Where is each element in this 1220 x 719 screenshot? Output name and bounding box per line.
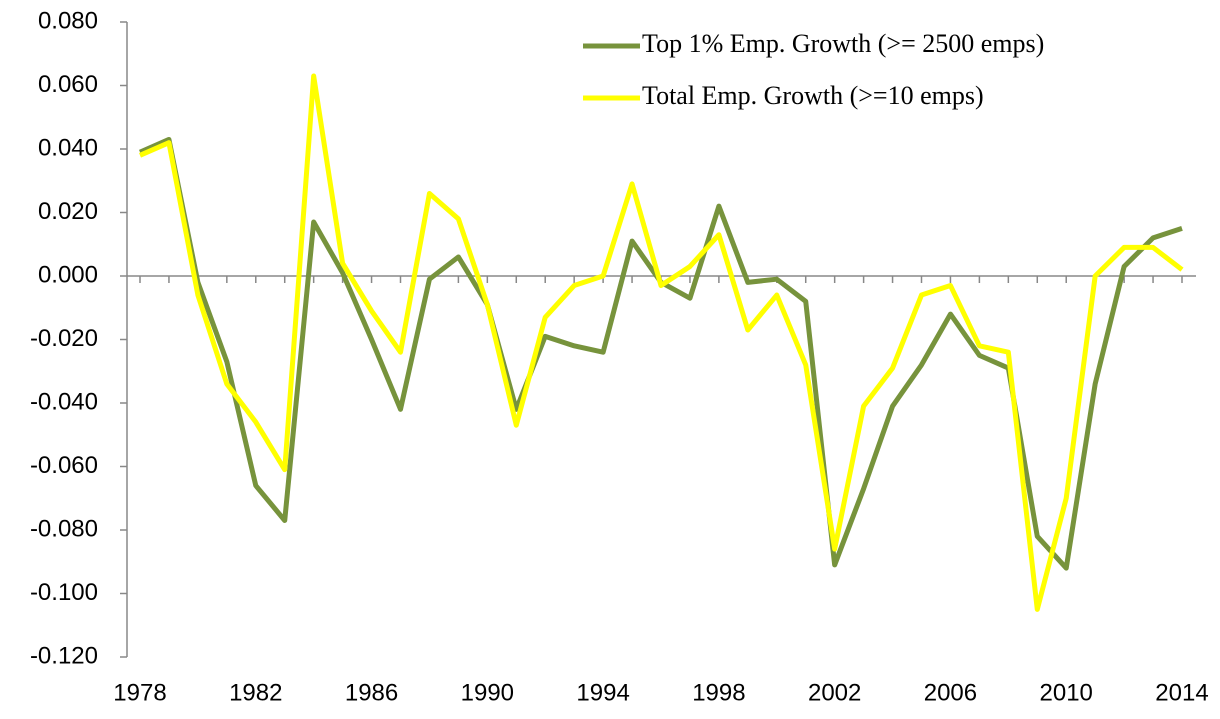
x-tick-label: 1998	[692, 679, 745, 706]
x-tick-label: 2014	[1155, 679, 1208, 706]
y-tick-label: -0.120	[30, 642, 98, 669]
series-line	[138, 73, 1184, 612]
y-tick-label: 0.060	[38, 71, 98, 98]
x-tick-label: 2010	[1040, 679, 1093, 706]
y-tick-label: -0.100	[30, 579, 98, 606]
y-tick-label: -0.080	[30, 515, 98, 542]
x-tick-label: 2006	[924, 679, 977, 706]
x-tick-label: 2002	[808, 679, 861, 706]
y-tick-label: 0.020	[38, 198, 98, 225]
y-tick-label: -0.040	[30, 388, 98, 415]
x-tick-label: 1978	[113, 679, 166, 706]
legend-label: Top 1% Emp. Growth (>= 2500 emps)	[642, 29, 1044, 58]
y-tick-label: 0.000	[38, 261, 98, 288]
y-tick-label: -0.060	[30, 452, 98, 479]
legend-label: Total Emp. Growth (>=10 emps)	[642, 81, 984, 110]
y-tick-label: 0.040	[38, 134, 98, 161]
x-tick-label: 1982	[229, 679, 282, 706]
y-tick-label: -0.020	[30, 325, 98, 352]
y-tick-label: 0.080	[38, 7, 98, 34]
x-tick-label: 1990	[461, 679, 514, 706]
x-tick-label: 1986	[345, 679, 398, 706]
x-tick-label: 1994	[576, 679, 629, 706]
